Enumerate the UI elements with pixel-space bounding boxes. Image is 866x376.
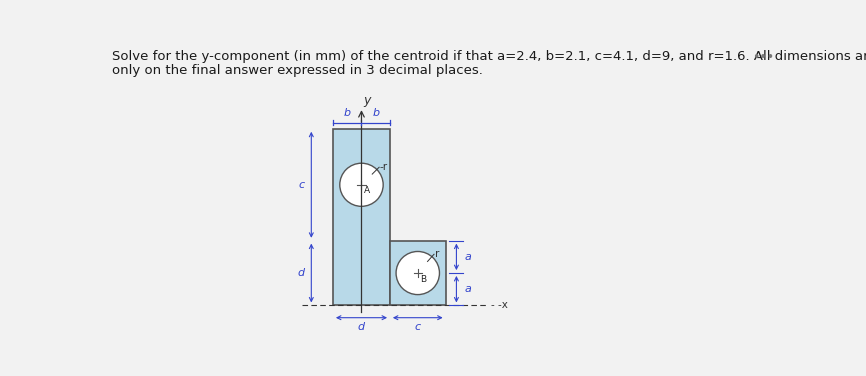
Text: •••: ••• <box>752 51 774 64</box>
Text: b: b <box>344 108 351 118</box>
Text: b: b <box>372 108 379 118</box>
Text: B: B <box>420 274 426 284</box>
Text: a: a <box>464 284 471 294</box>
Text: c: c <box>299 180 305 190</box>
Text: y: y <box>364 94 372 107</box>
Text: a: a <box>464 252 471 262</box>
Circle shape <box>339 163 383 206</box>
Text: only on the final answer expressed in 3 decimal places.: only on the final answer expressed in 3 … <box>112 64 483 77</box>
Text: c: c <box>415 322 421 332</box>
Bar <box>333 129 390 305</box>
Text: -r: -r <box>380 162 388 172</box>
Text: d: d <box>298 268 305 278</box>
Text: d: d <box>358 322 365 332</box>
Circle shape <box>396 252 439 295</box>
Text: r: r <box>435 249 439 259</box>
Text: A: A <box>364 186 370 195</box>
Bar <box>390 241 446 305</box>
Text: Solve for the y-component (in mm) of the centroid if that a=2.4, b=2.1, c=4.1, d: Solve for the y-component (in mm) of the… <box>112 50 866 63</box>
Text: - -x: - -x <box>491 300 508 310</box>
